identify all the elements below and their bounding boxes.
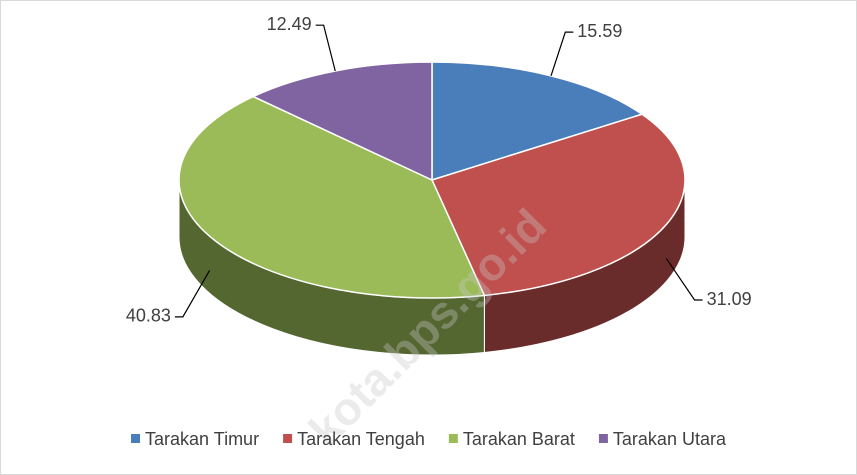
leader-line	[174, 270, 211, 318]
legend-swatch	[448, 434, 458, 443]
leader-line	[665, 258, 703, 301]
data-label: 40.83	[126, 306, 171, 326]
data-label: 15.59	[577, 21, 622, 41]
slice	[431, 61, 644, 182]
leader-line	[550, 31, 574, 77]
slice	[178, 95, 486, 299]
legend-swatch	[598, 434, 608, 443]
legend-label: Tarakan Barat	[463, 429, 575, 449]
legend-label: Tarakan Utara	[613, 429, 727, 449]
legend-label: Tarakan Timur	[145, 429, 259, 449]
legend-label: Tarakan Tengah	[297, 429, 425, 449]
legend: Tarakan Timur Tarakan Tengah Tarakan Barat…	[131, 429, 727, 449]
slice	[430, 113, 686, 297]
slice	[251, 61, 433, 182]
legend-swatch	[283, 434, 293, 443]
data-label: 12.49	[267, 14, 312, 34]
data-label: 31.09	[707, 289, 752, 309]
leader-line	[315, 24, 336, 72]
legend-swatch	[131, 434, 141, 443]
